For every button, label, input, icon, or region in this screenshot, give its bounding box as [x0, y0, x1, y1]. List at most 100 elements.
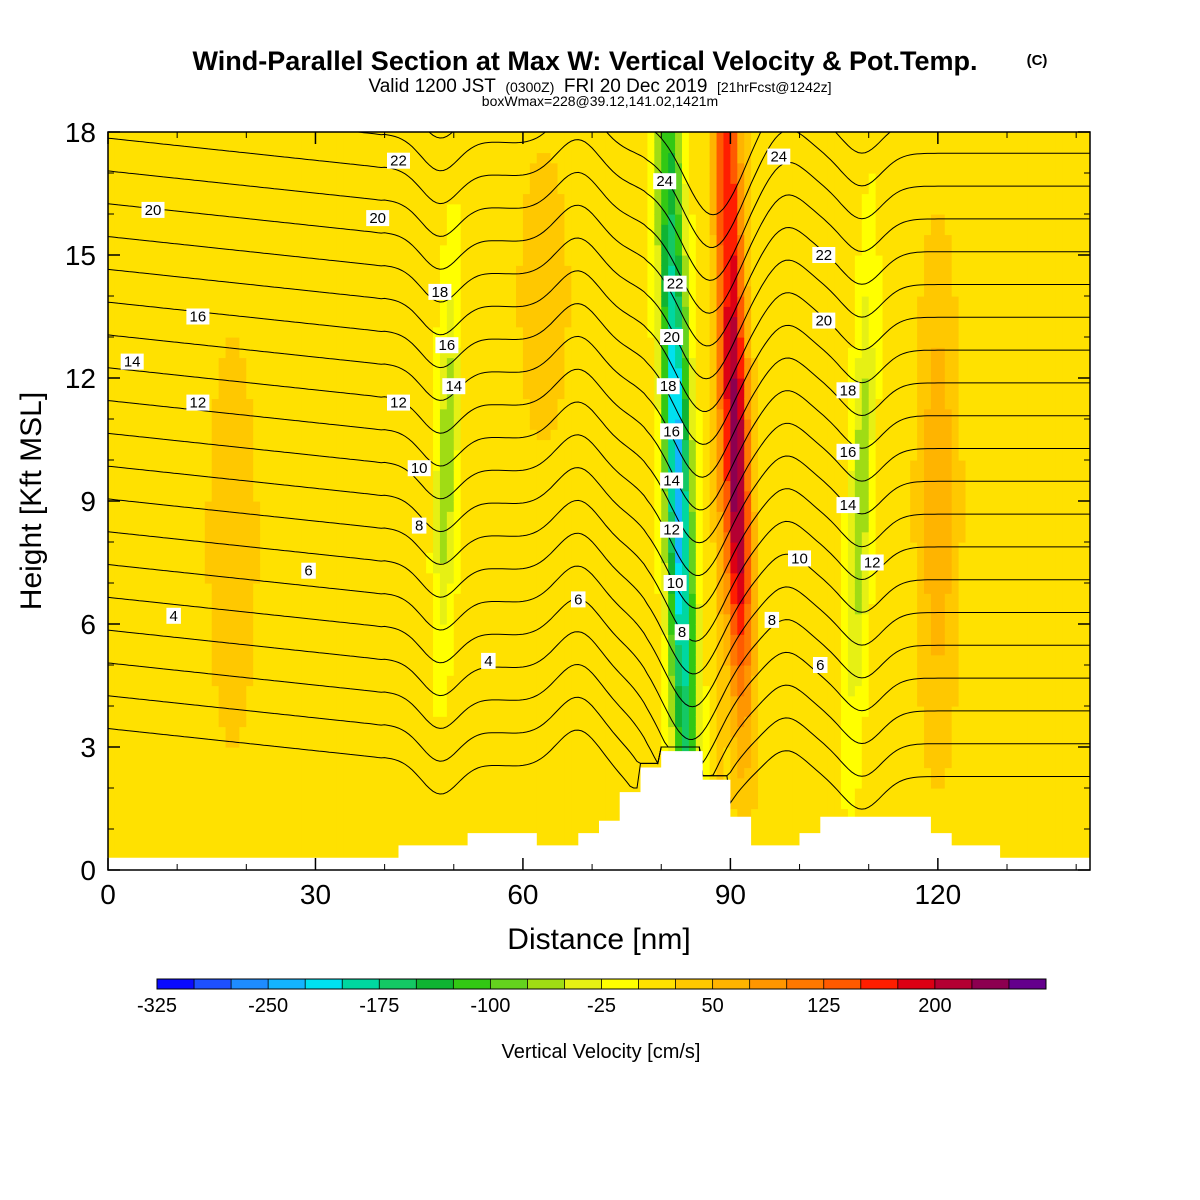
velocity-cell	[253, 449, 261, 461]
velocity-cell	[149, 695, 158, 707]
velocity-cell	[453, 275, 462, 287]
velocity-cell	[439, 798, 448, 810]
velocity-cell	[170, 347, 178, 359]
velocity-cell	[239, 818, 247, 830]
velocity-cell	[522, 347, 531, 359]
velocity-cell	[343, 367, 351, 379]
velocity-cell	[356, 152, 365, 164]
velocity-cell	[108, 357, 116, 369]
velocity-cell	[509, 234, 517, 246]
velocity-cell	[536, 255, 545, 266]
velocity-cell	[522, 265, 531, 277]
velocity-cell	[391, 613, 400, 625]
velocity-cell	[536, 818, 545, 830]
velocity-cell	[267, 654, 275, 666]
velocity-cell	[363, 747, 372, 758]
velocity-cell	[550, 552, 559, 564]
velocity-cell	[356, 142, 365, 154]
velocity-cell	[177, 470, 185, 482]
velocity-cell	[426, 562, 434, 574]
velocity-cell	[557, 480, 566, 492]
velocity-cell	[495, 685, 503, 697]
velocity-cell	[564, 193, 572, 205]
velocity-cell	[536, 419, 545, 430]
velocity-cell	[287, 357, 296, 369]
velocity-cell	[398, 511, 406, 523]
velocity-cell	[218, 132, 227, 143]
velocity-cell	[121, 173, 130, 184]
velocity-cell	[350, 265, 358, 277]
velocity-cell	[446, 747, 455, 758]
velocity-cell	[246, 265, 254, 277]
velocity-cell	[163, 665, 171, 676]
velocity-cell	[467, 706, 476, 717]
velocity-cell	[315, 849, 323, 861]
velocity-cell	[260, 757, 268, 769]
velocity-cell	[426, 767, 434, 779]
velocity-cell	[356, 255, 365, 266]
velocity-cell	[564, 654, 572, 666]
velocity-cell	[419, 572, 427, 584]
velocity-cell	[204, 644, 213, 656]
velocity-cell	[419, 132, 427, 143]
velocity-cell	[308, 183, 317, 195]
velocity-cell	[571, 439, 579, 451]
velocity-cell	[585, 654, 593, 666]
velocity-cell	[557, 613, 566, 625]
velocity-cell	[474, 234, 483, 246]
velocity-cell	[218, 378, 227, 389]
velocity-cell	[280, 183, 289, 195]
velocity-cell	[204, 357, 213, 369]
velocity-cell	[557, 203, 566, 215]
velocity-cell	[218, 839, 227, 851]
velocity-cell	[481, 552, 489, 564]
velocity-cell	[315, 706, 323, 717]
velocity-cell	[502, 132, 510, 143]
velocity-cell	[502, 408, 510, 420]
velocity-cell	[509, 531, 517, 543]
velocity-cell	[121, 757, 130, 769]
velocity-cell	[204, 665, 213, 676]
velocity-cell	[543, 634, 552, 646]
velocity-cell	[156, 818, 164, 830]
velocity-cell	[108, 644, 116, 656]
velocity-cell	[135, 634, 144, 646]
velocity-cell	[142, 470, 151, 482]
velocity-cell	[419, 767, 427, 779]
velocity-cell	[363, 593, 372, 605]
velocity-cell	[343, 808, 351, 820]
velocity-cell	[128, 142, 137, 154]
velocity-cell	[557, 665, 566, 676]
velocity-cell	[502, 562, 510, 574]
velocity-cell	[184, 214, 192, 225]
velocity-cell	[350, 183, 358, 195]
velocity-cell	[336, 716, 344, 728]
velocity-cell	[578, 193, 586, 205]
velocity-cell	[350, 654, 358, 666]
velocity-cell	[211, 501, 220, 512]
velocity-cell	[128, 716, 137, 728]
velocity-cell	[273, 849, 282, 861]
velocity-cell	[350, 193, 358, 205]
velocity-cell	[350, 634, 358, 646]
velocity-cell	[446, 265, 455, 277]
velocity-cell	[550, 388, 559, 400]
velocity-cell	[516, 367, 524, 379]
velocity-cell	[516, 552, 524, 564]
velocity-cell	[308, 398, 317, 410]
velocity-cell	[467, 419, 476, 430]
velocity-cell	[114, 767, 123, 779]
velocity-cell	[315, 490, 323, 502]
velocity-cell	[315, 203, 323, 215]
velocity-cell	[260, 603, 268, 615]
velocity-cell	[426, 726, 434, 738]
velocity-cell	[294, 490, 303, 502]
velocity-cell	[412, 316, 420, 328]
velocity-cell	[322, 613, 330, 625]
velocity-cell	[308, 654, 317, 666]
velocity-cell	[474, 214, 483, 225]
velocity-cell	[128, 470, 137, 482]
velocity-cell	[557, 583, 566, 594]
velocity-cell	[294, 757, 303, 769]
velocity-cell	[502, 490, 510, 502]
